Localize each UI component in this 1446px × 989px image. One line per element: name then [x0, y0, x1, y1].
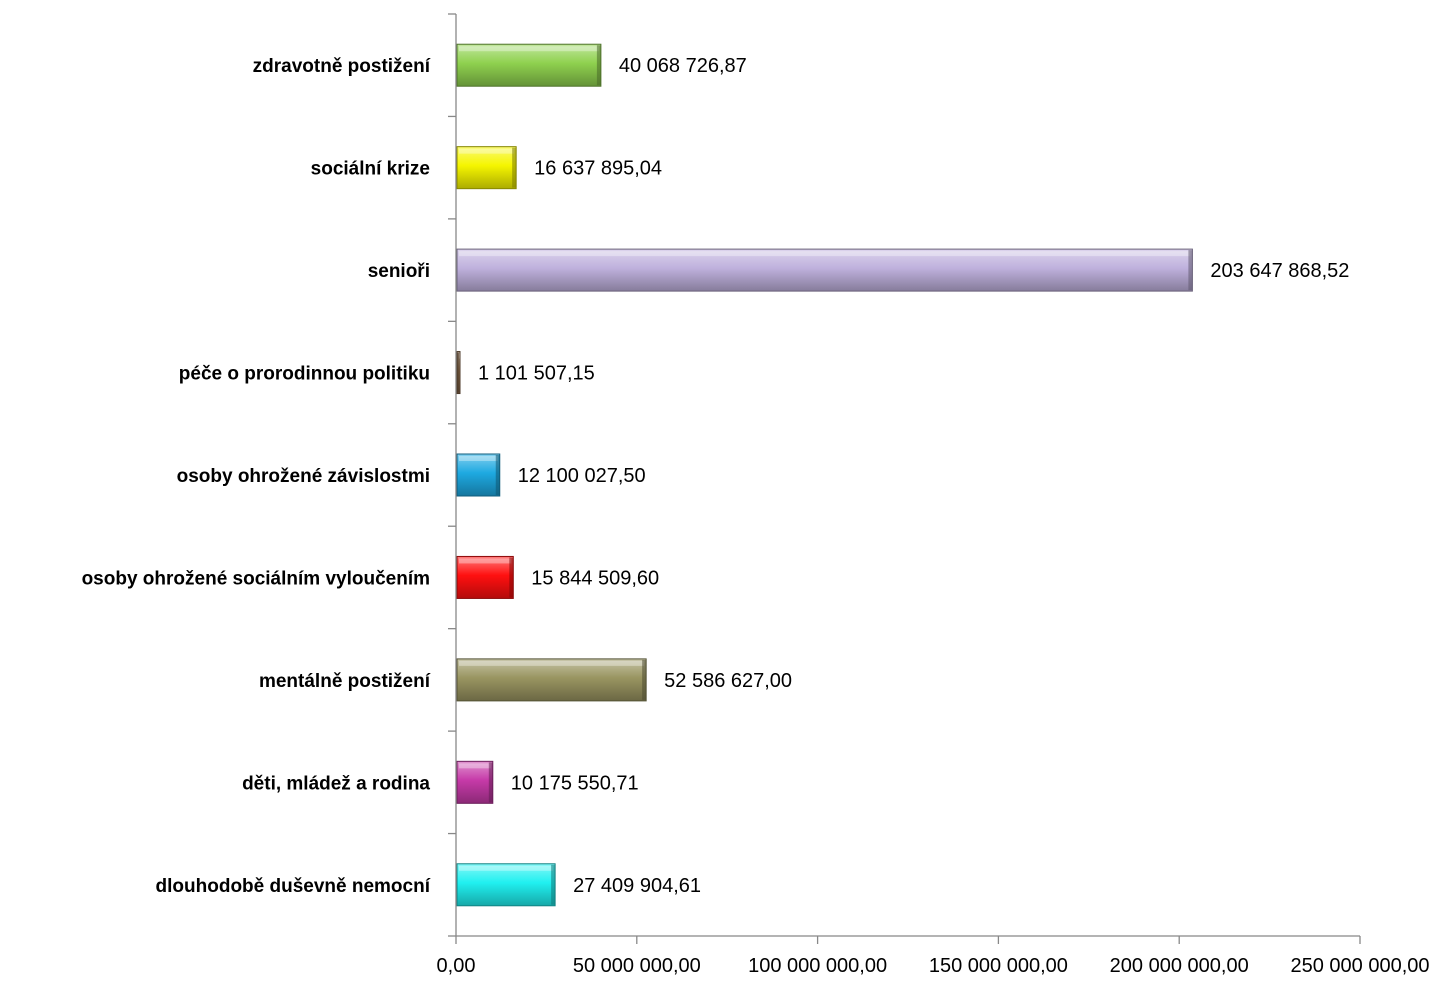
bar-edge [1188, 250, 1193, 291]
bar [456, 146, 517, 190]
bar [456, 760, 494, 804]
bar-highlight [459, 148, 515, 154]
x-tick-label: 50 000 000,00 [573, 955, 701, 977]
bar-highlight [459, 865, 554, 871]
bar-edge [596, 45, 601, 86]
bar-group [456, 658, 647, 702]
bar-highlight [459, 763, 491, 769]
bar-edge [642, 659, 647, 700]
bar-edge [509, 557, 514, 598]
bar-group [456, 760, 494, 804]
bar-highlight [459, 456, 498, 461]
bar [456, 453, 501, 497]
bar-group [456, 863, 556, 907]
x-tick-label: 0,00 [437, 955, 476, 977]
category-label: péče o prorodinnou politiku [179, 364, 430, 385]
bar [456, 248, 1193, 292]
bar-highlight [459, 46, 599, 52]
category-label: mentálně postižení [259, 671, 431, 692]
category-label: sociální krize [311, 159, 430, 180]
bar-highlight [459, 353, 460, 359]
value-label: 40 068 726,87 [619, 55, 747, 77]
bar [456, 43, 602, 87]
category-label: osoby ohrožené sociálním vyloučením [82, 568, 430, 589]
bar-group [456, 453, 501, 497]
bar-edge [551, 864, 556, 905]
bar [456, 863, 556, 907]
value-label: 1 101 507,15 [478, 363, 595, 385]
bar-group [456, 43, 602, 87]
category-label: dlouhodobě duševně nemocní [156, 876, 431, 897]
x-tick-label: 200 000 000,00 [1110, 955, 1249, 977]
category-label: senioři [368, 261, 430, 282]
bar-edge [512, 147, 517, 188]
category-label: děti, mládež a rodina [242, 773, 430, 794]
category-label: osoby ohrožené závislostmi [177, 466, 430, 487]
category-label: zdravotně postižení [253, 56, 431, 77]
bar-highlight [459, 558, 512, 564]
bar-edge [495, 455, 500, 495]
x-tick-label: 250 000 000,00 [1290, 955, 1429, 977]
bar [456, 658, 647, 702]
value-label: 203 647 868,52 [1210, 260, 1349, 282]
bar [456, 555, 514, 599]
bar-group [456, 351, 461, 395]
value-label: 12 100 027,50 [518, 465, 646, 487]
x-tick-label: 100 000 000,00 [748, 955, 887, 977]
bar-group [456, 555, 514, 599]
bar-group [456, 248, 1193, 292]
value-label: 16 637 895,04 [534, 158, 662, 180]
bar-highlight [459, 660, 645, 666]
value-label: 15 844 509,60 [531, 567, 659, 589]
bar-edge [456, 352, 459, 393]
bar-edge [488, 762, 493, 803]
bar-highlight [459, 251, 1191, 257]
value-label: 52 586 627,00 [664, 670, 792, 692]
x-tick-label: 150 000 000,00 [929, 955, 1068, 977]
bar-group [456, 146, 517, 190]
value-label: 10 175 550,71 [511, 772, 639, 794]
value-label: 27 409 904,61 [573, 875, 701, 897]
